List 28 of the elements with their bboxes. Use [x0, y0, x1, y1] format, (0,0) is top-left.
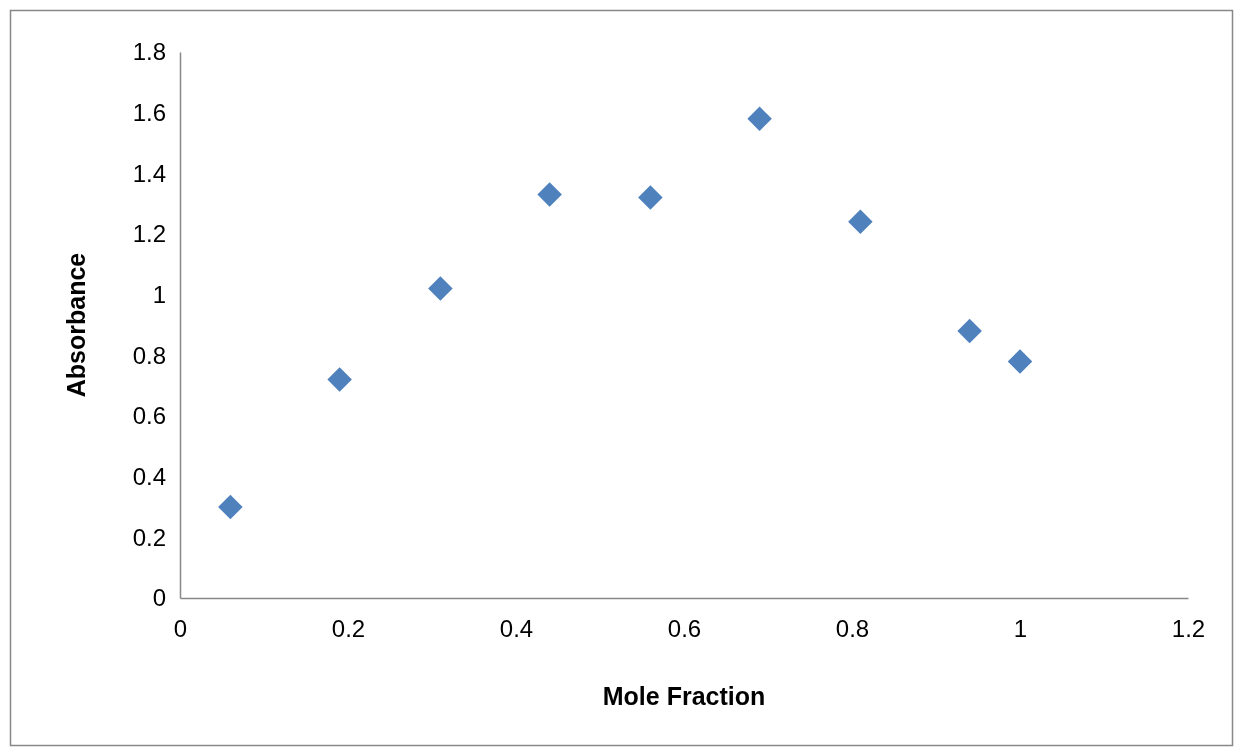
point: [747, 106, 772, 131]
x-axis-title: Mole Fraction: [602, 682, 766, 710]
x-tick-label: 0.2: [331, 615, 366, 643]
y-tick-label: 1.2: [132, 220, 166, 248]
y-tick-label: 0.6: [132, 402, 166, 430]
point: [327, 367, 352, 392]
x-tick-label: 0.8: [835, 615, 870, 643]
x-tick-label: 1: [1013, 615, 1028, 643]
point: [638, 185, 663, 210]
y-tick-label: 0: [152, 584, 166, 612]
point: [218, 494, 243, 520]
x-tick-label: 1.2: [1171, 615, 1206, 643]
y-tick-label: 1.8: [132, 38, 166, 66]
point: [428, 276, 453, 301]
x-tick-label: 0.4: [499, 615, 534, 643]
point: [848, 209, 873, 235]
y-tick-label: 0.8: [132, 341, 166, 369]
x-tick-label: 0: [173, 615, 188, 643]
point: [537, 182, 562, 207]
y-tick-label: 1.4: [132, 159, 166, 187]
y-axis-title: Absorbance: [62, 252, 90, 398]
y-tick-label: 1: [152, 280, 166, 308]
x-tick-label: 0.6: [667, 615, 702, 643]
point: [1007, 349, 1033, 374]
point: [957, 318, 982, 344]
y-tick-label: 1.6: [132, 98, 166, 126]
y-tick-label: 0.4: [132, 462, 166, 490]
y-tick-label: 0.2: [132, 523, 166, 551]
